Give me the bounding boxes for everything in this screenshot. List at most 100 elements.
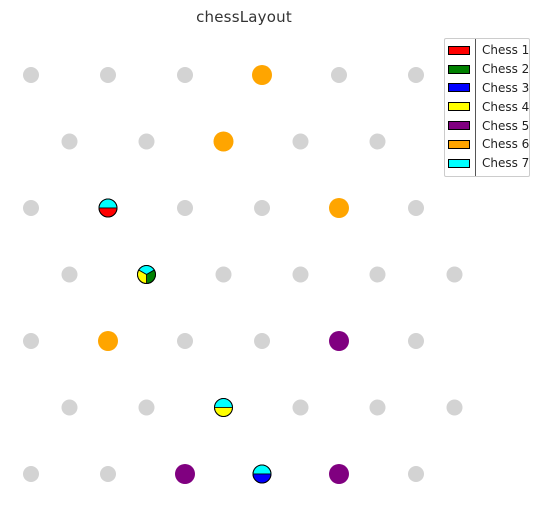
board-position (177, 67, 193, 83)
empty-position-point (408, 333, 424, 349)
empty-position-point (138, 133, 155, 150)
board-position (329, 198, 349, 218)
board-position (408, 333, 424, 349)
legend-swatch (448, 83, 470, 93)
board-position (292, 266, 309, 283)
empty-position-point (369, 399, 386, 416)
board-position (98, 198, 118, 218)
empty-position-point (23, 466, 39, 482)
legend-label: Chess 2 (482, 62, 530, 77)
chess-1-wedge (98, 207, 118, 218)
board-position (23, 466, 39, 482)
chess-7-wedge (98, 198, 118, 209)
empty-position-point (177, 67, 193, 83)
board-position (138, 133, 155, 150)
board-position (23, 67, 39, 83)
board-position (98, 331, 118, 351)
empty-position-point (446, 266, 463, 283)
board-position (252, 65, 272, 85)
empty-position-point (254, 333, 270, 349)
chess-4-wedge (214, 407, 233, 417)
board-position (408, 67, 424, 83)
board-position (213, 131, 234, 152)
legend-swatch (448, 45, 470, 55)
board-position (214, 398, 233, 417)
empty-position-point (408, 200, 424, 216)
board-position (252, 464, 272, 484)
empty-position-point (369, 266, 386, 283)
board-position (175, 464, 195, 484)
board-position (215, 266, 232, 283)
chess-5-point (175, 464, 195, 484)
chess-6-point (329, 198, 349, 218)
empty-position-point (408, 466, 424, 482)
legend-swatch (448, 64, 470, 74)
board-position (446, 266, 463, 283)
legend-label: Chess 5 (482, 118, 530, 133)
chess-6-point (213, 131, 234, 152)
legend-item-chess-6: Chess 6 (445, 135, 529, 154)
board-position (369, 399, 386, 416)
chess-7-wedge (214, 398, 233, 408)
board-position (292, 399, 309, 416)
empty-position-point (23, 67, 39, 83)
legend-divider (475, 39, 476, 176)
shared-position-outline (252, 464, 272, 484)
legend-item-chess-2: Chess 2 (445, 60, 529, 79)
empty-position-point (369, 133, 386, 150)
board-position (446, 399, 463, 416)
legend-item-chess-4: Chess 4 (445, 97, 529, 116)
board-position (329, 464, 349, 484)
empty-position-point (331, 67, 347, 83)
empty-position-point (138, 399, 155, 416)
board-position (177, 333, 193, 349)
board-position (61, 266, 78, 283)
shared-position-outline (137, 265, 156, 284)
empty-position-point (61, 266, 78, 283)
chess-5-point (329, 331, 349, 351)
legend-label: Chess 3 (482, 80, 530, 95)
board-position (100, 67, 116, 83)
empty-position-point (177, 333, 193, 349)
legend-item-chess-5: Chess 5 (445, 116, 529, 135)
chess-3-wedge (252, 473, 272, 484)
legend-swatch (448, 121, 470, 131)
board-position (61, 133, 78, 150)
empty-position-point (61, 133, 78, 150)
board-position (254, 333, 270, 349)
board-position (254, 200, 270, 216)
empty-position-point (215, 266, 232, 283)
empty-position-point (254, 200, 270, 216)
legend-label: Chess 4 (482, 99, 530, 114)
chess-5-point (329, 464, 349, 484)
legend-item-chess-3: Chess 3 (445, 79, 529, 98)
shared-position-outline (214, 398, 233, 417)
chess-7-wedge (252, 464, 272, 475)
legend-label: Chess 6 (482, 137, 530, 152)
chart-legend: Chess 1 Chess 2 Chess 3 Chess 4 Chess 5 Chess… (444, 38, 530, 177)
board-position (408, 466, 424, 482)
empty-position-point (100, 466, 116, 482)
board-position (138, 399, 155, 416)
board-position (61, 399, 78, 416)
board-position (329, 331, 349, 351)
chart-title: chessLayout (196, 8, 292, 26)
empty-position-point (408, 67, 424, 83)
empty-position-point (61, 399, 78, 416)
board-position (23, 333, 39, 349)
board-position (369, 266, 386, 283)
empty-position-point (177, 200, 193, 216)
chess-6-point (252, 65, 272, 85)
legend-item-chess-1: Chess 1 (445, 41, 529, 60)
board-position (23, 200, 39, 216)
legend-swatch (448, 139, 470, 149)
chess-6-point (98, 331, 118, 351)
board-position (137, 265, 156, 284)
empty-position-point (23, 333, 39, 349)
board-position (408, 200, 424, 216)
board-position (177, 200, 193, 216)
legend-swatch (448, 158, 470, 168)
empty-position-point (292, 266, 309, 283)
